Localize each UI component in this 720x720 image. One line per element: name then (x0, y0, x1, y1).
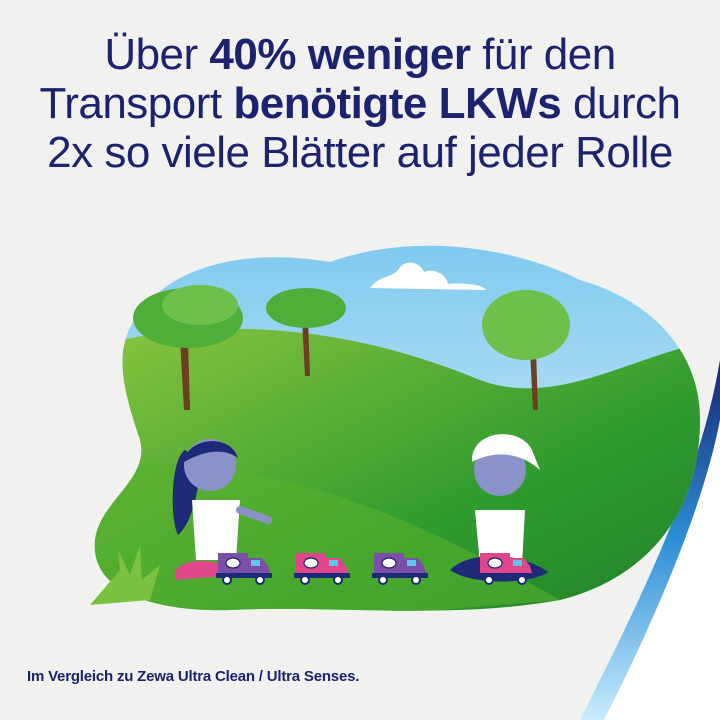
truck-pink (478, 553, 534, 585)
headline: Über 40% weniger für den Transport benöt… (0, 30, 720, 177)
zewa-logo (225, 557, 241, 569)
cloud (370, 262, 486, 290)
truck-pink (294, 553, 350, 585)
headline-text: 2x so viele Blätter auf jeder Rolle (47, 128, 673, 177)
brand-swoosh (580, 360, 720, 720)
zewa-logo (487, 557, 503, 569)
tree-left (133, 285, 243, 410)
footnote: Im Vergleich zu Zewa Ultra Clean / Ultra… (27, 668, 360, 685)
headline-emphasis: benötigte LKWs (233, 79, 562, 128)
tree-right (482, 290, 570, 410)
headline-text: durch (561, 79, 681, 128)
grass-tuft (90, 545, 160, 605)
girl-character (172, 439, 272, 580)
headline-text: Transport (39, 79, 234, 128)
headline-line-3: 2x so viele Blätter auf jeder Rolle (0, 128, 720, 177)
truck-purple (372, 553, 428, 585)
headline-line-2: Transport benötigte LKWs durch (0, 79, 720, 128)
tree-middle (266, 288, 346, 376)
headline-text: Über (104, 30, 210, 79)
headline-text: für den (470, 30, 616, 79)
zewa-logo (303, 557, 319, 569)
zewa-logo (381, 557, 397, 569)
headline-line-1: Über 40% weniger für den (0, 30, 720, 79)
headline-emphasis: 40% weniger (209, 30, 471, 79)
truck-purple (216, 553, 272, 585)
